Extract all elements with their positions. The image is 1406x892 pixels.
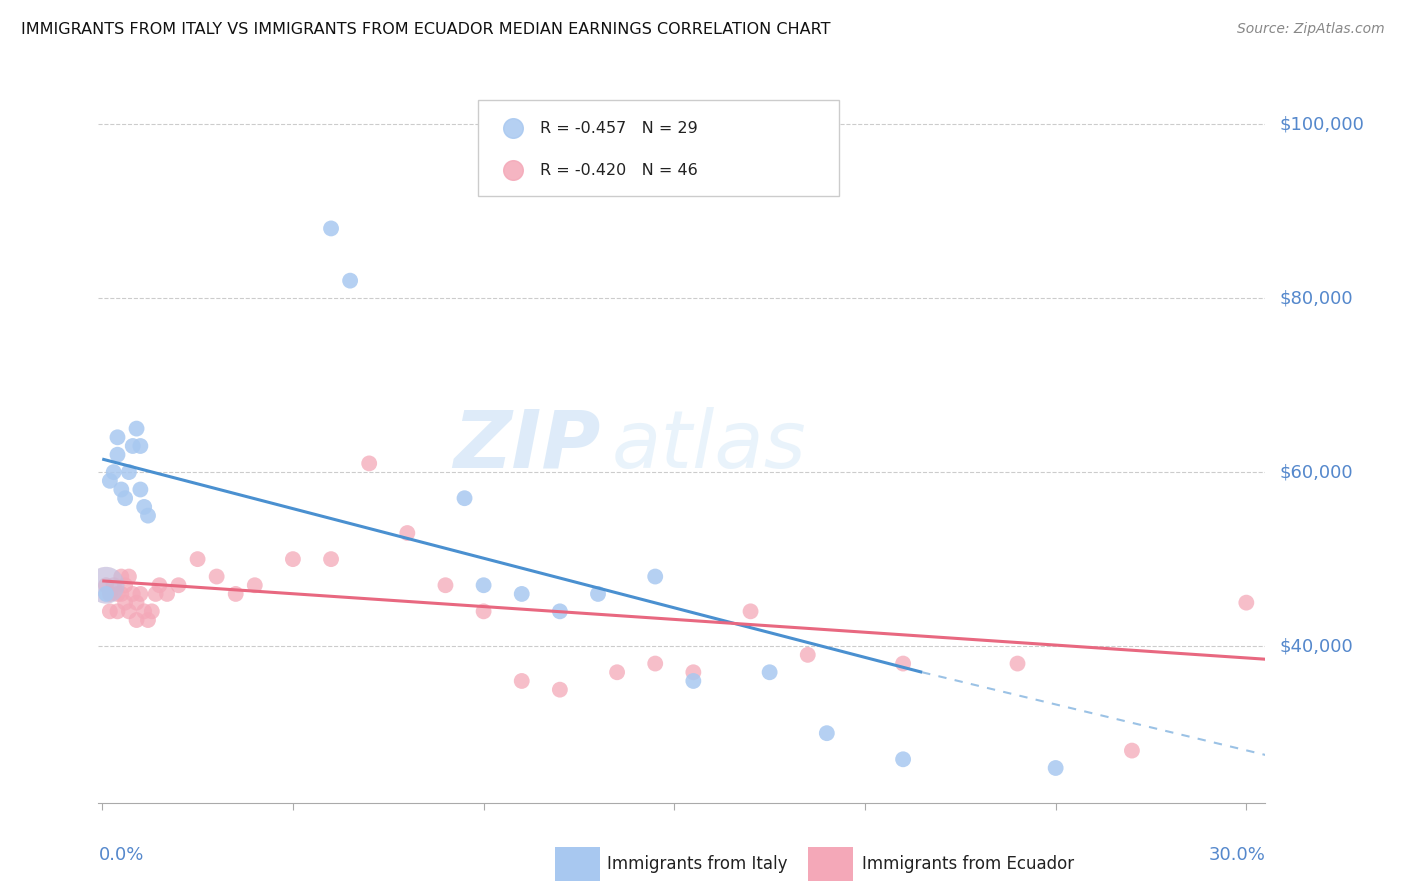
Point	[148, 578, 170, 592]
Point	[548, 604, 571, 618]
Text: 30.0%: 30.0%	[1209, 846, 1265, 863]
Point	[682, 665, 704, 680]
Point	[114, 491, 136, 506]
Point	[114, 578, 136, 592]
Text: ZIP: ZIP	[453, 407, 600, 485]
Point	[586, 587, 609, 601]
Text: $100,000: $100,000	[1279, 115, 1364, 133]
Point	[94, 578, 117, 592]
Point	[110, 569, 132, 583]
Point	[510, 587, 533, 601]
Point	[319, 221, 342, 235]
Point	[891, 752, 914, 766]
Point	[548, 682, 571, 697]
Text: Source: ZipAtlas.com: Source: ZipAtlas.com	[1237, 22, 1385, 37]
Point	[187, 552, 209, 566]
Point	[134, 500, 156, 514]
Point	[107, 604, 129, 618]
Point	[107, 430, 129, 444]
Point	[396, 526, 419, 541]
Point	[118, 465, 141, 479]
Point	[118, 569, 141, 583]
Point	[453, 491, 475, 506]
Point	[434, 578, 457, 592]
Point	[1007, 657, 1029, 671]
Text: IMMIGRANTS FROM ITALY VS IMMIGRANTS FROM ECUADOR MEDIAN EARNINGS CORRELATION CHA: IMMIGRANTS FROM ITALY VS IMMIGRANTS FROM…	[21, 22, 831, 37]
Point	[797, 648, 820, 662]
Point	[815, 726, 838, 740]
Point	[644, 657, 666, 671]
Point	[1121, 743, 1143, 757]
Text: Immigrants from Italy: Immigrants from Italy	[607, 855, 787, 873]
Point	[107, 587, 129, 601]
Point	[167, 578, 190, 592]
Point	[472, 578, 495, 592]
Point	[1234, 596, 1257, 610]
Point	[98, 474, 121, 488]
Point	[205, 569, 228, 583]
Point	[682, 673, 704, 688]
Point	[472, 604, 495, 618]
Point	[339, 274, 361, 288]
Point	[98, 587, 121, 601]
FancyBboxPatch shape	[478, 100, 839, 196]
Point	[891, 657, 914, 671]
Point	[110, 587, 132, 601]
Point	[758, 665, 780, 680]
Point	[644, 569, 666, 583]
Point	[129, 587, 152, 601]
Text: Immigrants from Ecuador: Immigrants from Ecuador	[862, 855, 1074, 873]
Point	[156, 587, 179, 601]
Point	[319, 552, 342, 566]
Point	[136, 508, 159, 523]
Point	[145, 587, 167, 601]
Point	[225, 587, 247, 601]
Point	[114, 596, 136, 610]
Point	[94, 578, 117, 592]
Text: atlas: atlas	[612, 407, 807, 485]
Point	[125, 613, 148, 627]
Point	[125, 421, 148, 435]
Text: $60,000: $60,000	[1279, 463, 1353, 481]
Text: $40,000: $40,000	[1279, 637, 1353, 655]
Point	[121, 439, 143, 453]
Text: $80,000: $80,000	[1279, 289, 1353, 307]
Point	[136, 613, 159, 627]
Point	[94, 578, 117, 592]
Point	[110, 483, 132, 497]
Point	[118, 604, 141, 618]
Point	[98, 604, 121, 618]
Point	[134, 604, 156, 618]
Point	[740, 604, 762, 618]
Point	[94, 587, 117, 601]
Point	[243, 578, 266, 592]
Point	[141, 604, 163, 618]
Point	[103, 465, 125, 479]
Point	[125, 596, 148, 610]
Point	[107, 448, 129, 462]
Text: 0.0%: 0.0%	[98, 846, 143, 863]
Point	[606, 665, 628, 680]
Text: R = -0.420   N = 46: R = -0.420 N = 46	[540, 163, 697, 178]
Point	[359, 457, 381, 471]
Point	[129, 439, 152, 453]
Point	[129, 483, 152, 497]
Point	[510, 673, 533, 688]
Point	[1045, 761, 1067, 775]
Text: R = -0.457   N = 29: R = -0.457 N = 29	[540, 121, 697, 136]
Point	[121, 587, 143, 601]
Point	[103, 578, 125, 592]
Point	[281, 552, 304, 566]
